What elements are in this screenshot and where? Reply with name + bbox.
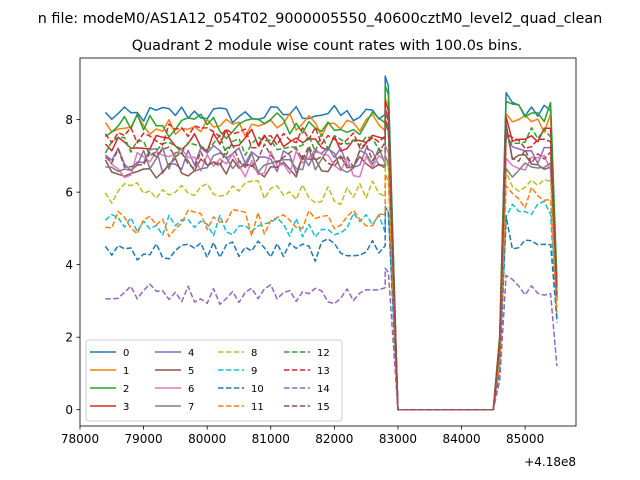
y-tick-label: 8: [65, 113, 73, 127]
y-axis-ticks: 0 2 4 6 8: [65, 113, 80, 417]
legend-label-9: 9: [251, 366, 257, 377]
x-tick-label: 85000: [506, 432, 544, 446]
legend-label-2: 2: [123, 384, 129, 395]
x-tick-label: 81000: [252, 432, 290, 446]
legend-label-4: 4: [188, 348, 194, 359]
series-line-15: [104, 111, 558, 411]
legend-label-15: 15: [317, 402, 330, 413]
legend-label-3: 3: [123, 402, 129, 413]
legend-label-5: 5: [188, 366, 194, 377]
x-tick-label: 78000: [61, 432, 99, 446]
series-layer: [104, 75, 558, 411]
legend-label-0: 0: [123, 348, 129, 359]
legend-label-10: 10: [251, 384, 264, 395]
series-line-10: [104, 205, 558, 411]
legend-label-1: 1: [123, 366, 129, 377]
x-tick-label: 83000: [379, 432, 417, 446]
x-tick-label: 79000: [124, 432, 162, 446]
legend-label-13: 13: [317, 366, 330, 377]
legend-label-11: 11: [251, 402, 264, 413]
x-tick-label: 80000: [188, 432, 226, 446]
x-tick-label: 82000: [315, 432, 353, 446]
figure-suptitle: n file: modeM0/AS1A12_054T02_9000005550_…: [38, 11, 603, 27]
series-line-9: [104, 200, 558, 411]
series-line-8: [104, 158, 558, 411]
series-line-14: [105, 267, 558, 411]
legend-label-7: 7: [188, 402, 194, 413]
y-tick-label: 4: [65, 258, 73, 272]
y-tick-label: 6: [65, 185, 73, 199]
series-line-11: [105, 173, 558, 411]
y-tick-label: 2: [65, 330, 73, 344]
legend-label-14: 14: [317, 384, 330, 395]
legend-label-12: 12: [317, 348, 330, 359]
x-offset-label: +4.18e8: [524, 455, 576, 469]
plot-frame: [79, 57, 577, 427]
legend-label-6: 6: [188, 384, 194, 395]
legend-label-8: 8: [251, 348, 257, 359]
x-tick-label: 84000: [442, 432, 480, 446]
legend-frame: [85, 339, 343, 422]
x-axis-ticks: 78000 79000 80000 81000 82000 83000 84000 85000: [61, 426, 544, 446]
y-tick-label: 0: [65, 403, 73, 417]
chart-title: Quadrant 2 module wise count rates with …: [132, 38, 523, 54]
